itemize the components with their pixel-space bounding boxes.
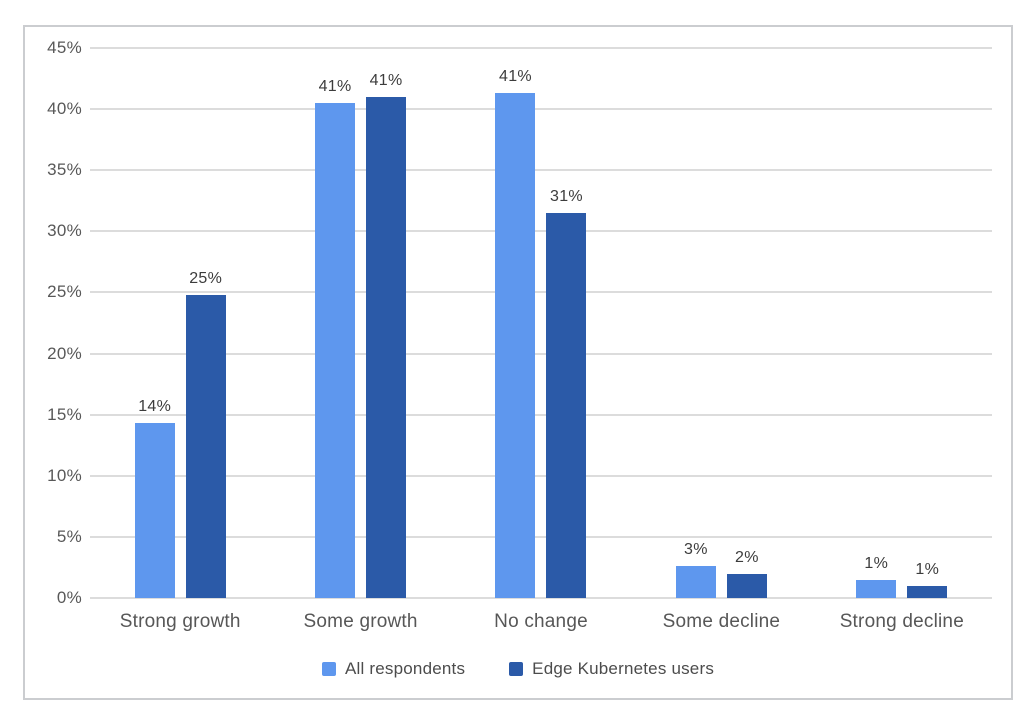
bar-value-label: 1% (915, 560, 940, 578)
bar: 41% (315, 78, 356, 598)
x-axis-category-label: Strong decline (839, 611, 964, 632)
bar: 3% (675, 541, 716, 598)
legend-label: All respondents (344, 659, 466, 678)
bar: 1% (856, 555, 897, 598)
y-axis-tick-label: 10% (47, 465, 82, 485)
gridline (90, 474, 992, 477)
bar-group: 3% 2% (631, 48, 811, 598)
gridline (90, 413, 992, 416)
legend-item-edge-kubernetes-users: Edge Kubernetes users (509, 659, 714, 679)
legend-item-all-respondents: All respondents (321, 659, 466, 679)
bar-group: 41% 41% (270, 48, 450, 598)
bar: 2% (726, 549, 767, 598)
gridline (90, 47, 992, 49)
bar: 41% (366, 72, 407, 598)
legend-swatch (509, 662, 524, 676)
bar-group: 41% 31% (451, 48, 631, 598)
gridline (90, 291, 992, 294)
bar-value-label: 41% (318, 78, 352, 95)
bar: 41% (495, 68, 536, 598)
gridline (90, 169, 992, 172)
gridline (90, 352, 992, 355)
bar-group: 14% 25% (90, 48, 270, 598)
bar-value-label: 25% (189, 269, 223, 287)
y-axis-tick-label: 30% (47, 221, 82, 241)
legend-label: Edge Kubernetes users (532, 659, 715, 678)
bar: 25% (185, 270, 226, 598)
y-axis-tick-label: 45% (47, 38, 82, 57)
plot-area: 0% 5% 10% 15% 20% 25% 30% 35% 40% 45% 14% 25% 41% 41%… (47, 38, 992, 607)
bar-value-label: 3% (684, 541, 708, 559)
y-axis-tick-label: 25% (47, 282, 82, 302)
x-axis-category-label: Some growth (303, 611, 418, 632)
y-axis-tick-label: 35% (47, 160, 82, 180)
bar-value-label: 2% (735, 548, 759, 566)
bar-group: 1% 1% (812, 48, 992, 598)
bar: 14% (134, 398, 175, 598)
bar: 31% (546, 188, 587, 598)
x-axis: Strong growth Some growth No change Some de… (90, 611, 992, 633)
bar-value-label: 41% (499, 68, 532, 86)
bar-value-label: 14% (138, 398, 172, 416)
legend-swatch (321, 662, 336, 676)
y-axis-tick-label: 20% (47, 343, 82, 363)
bar-value-label: 41% (369, 71, 403, 89)
gridline (90, 535, 992, 538)
gridline (90, 230, 992, 233)
chart-frame: 0% 5% 10% 15% 20% 25% 30% 35% 40% 45% 14% 25% 41% 41%… (23, 25, 1013, 700)
x-axis-category-label: No change (494, 611, 588, 632)
bar-value-label: 31% (550, 188, 583, 205)
legend: All respondents Edge Kubernetes users (25, 659, 1011, 679)
y-axis-tick-label: 40% (47, 99, 82, 119)
bar-value-label: 1% (864, 554, 889, 572)
x-axis-category-label: Strong growth (119, 611, 241, 632)
y-axis-tick-label: 0% (56, 588, 82, 607)
gridline (90, 597, 992, 599)
bar: 1% (907, 561, 948, 598)
x-axis-category-label: Some decline (662, 611, 781, 632)
y-axis-tick-label: 15% (47, 404, 82, 424)
y-axis-tick-label: 5% (56, 526, 82, 546)
gridline (90, 108, 992, 111)
